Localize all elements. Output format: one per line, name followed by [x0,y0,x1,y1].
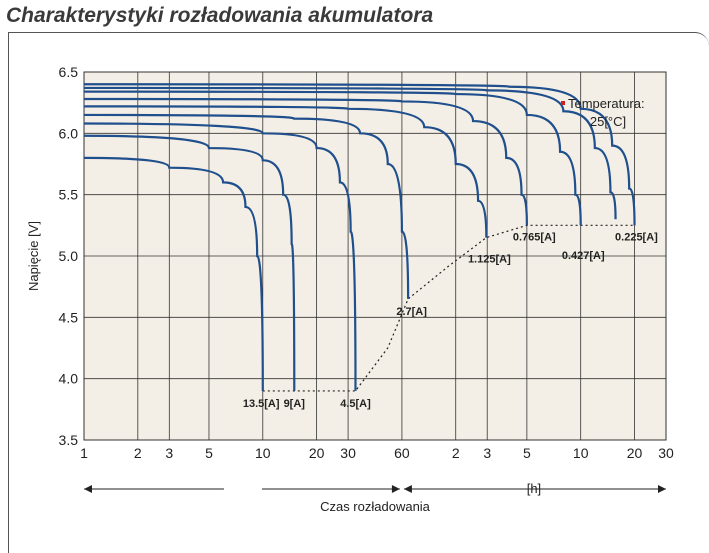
y-tick-label: 4.5 [59,309,79,325]
x-tick-label-min: 2 [134,445,142,461]
x-tick-label-min: 30 [340,445,356,461]
series-line-0225A [83,83,636,226]
legend-marker [561,101,565,105]
cutoff-line [262,224,635,392]
series-line-135A [83,156,264,391]
x-tick-label-h: 2 [452,445,460,461]
arrow-right-icon [658,485,666,493]
series-label: 4.5[A] [340,398,371,410]
series-line-0275A [83,86,617,220]
arrow-left-icon [403,485,412,493]
y-tick-label: 6.0 [59,125,79,141]
series-label: 2.7[A] [396,306,427,318]
series-line-0427A [83,90,582,226]
x-tick-label-min: 10 [255,445,271,461]
series-label: 1.125[A] [468,253,511,265]
y-tick-label: 5.0 [59,248,79,264]
series-line-45A [83,122,357,391]
x-tick-label-min: 5 [205,445,213,461]
y-tick-label: 4.0 [59,371,79,387]
page-title: Charakterystyki rozładowania akumulatora [6,4,434,27]
x-tick-label-h: 10 [573,445,589,461]
unit-label-h: [h] [527,481,541,496]
x-tick-label-h: 3 [483,445,491,461]
plot-border [83,71,667,441]
discharge-chart: 3.5 4.0 4.5 5.0 5.5 6.0 6.5 1 2 3 5 10 20 30 60 2 3 5 10 20… [26,64,674,514]
series-line-9A [83,134,296,391]
series-label: 0.225[A] [615,231,658,243]
series-line-27A [83,113,410,299]
series-line-1125A [83,105,488,238]
y-tick-label: 5.5 [59,187,79,203]
unit-bg [223,479,262,497]
x-tick-label-min: 3 [165,445,173,461]
series-label: 13.5[A] [243,398,280,410]
y-axis-label: Napięcie [V] [26,221,41,291]
series-line-0765A [83,97,528,226]
legend-text-unit: 25[°C] [590,114,626,129]
chart-frame [8,32,709,553]
x-tick-label-min: 1 [80,445,88,461]
arrow-left-icon [84,485,92,493]
series-label: 9[A] [284,398,306,410]
series-label: 0.765[A] [513,231,556,243]
legend-text: Temperatura: [568,96,645,111]
y-tick-label: 3.5 [59,432,79,448]
x-axis-label: Czas rozładowania [320,499,431,514]
arrow-right-icon [391,485,400,493]
x-tick-label-h: 5 [523,445,531,461]
series-label: 0.427[A] [562,250,605,262]
x-tick-label-min: 20 [309,445,325,461]
x-tick-label-min: 60 [394,445,410,461]
x-tick-label-h: 20 [627,445,643,461]
y-tick-label: 6.5 [59,64,79,80]
x-tick-label-h: 30 [658,445,674,461]
